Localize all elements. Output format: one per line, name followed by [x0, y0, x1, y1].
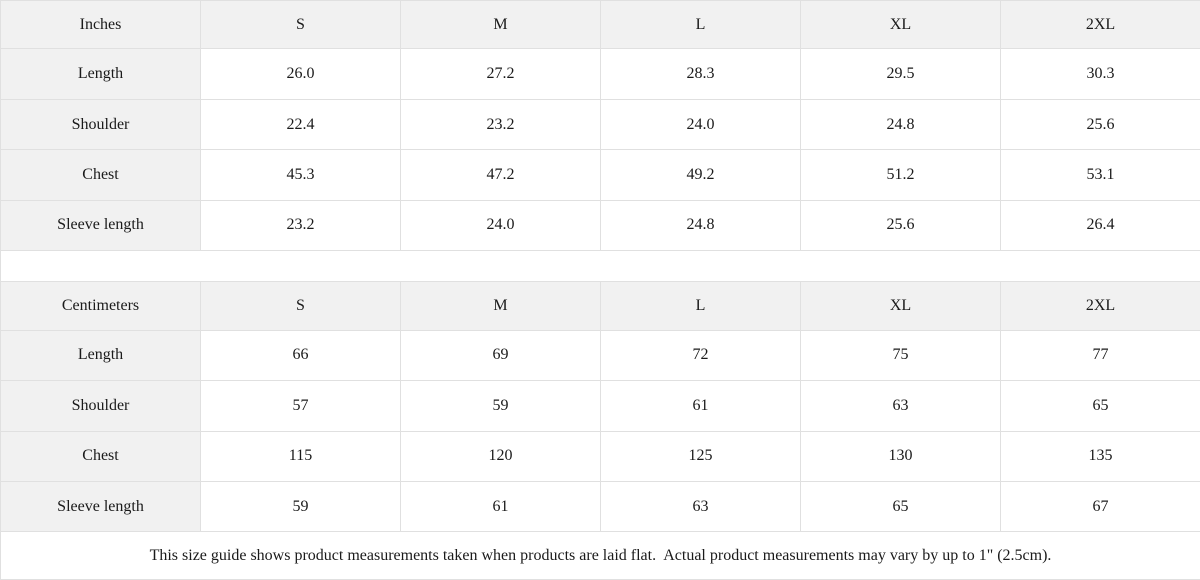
measurement-value-cell: 63	[800, 380, 1001, 432]
spacer-row	[0, 250, 1200, 283]
measurement-value-cell: 30.3	[1000, 48, 1200, 100]
measurement-value-cell: 27.2	[400, 48, 601, 100]
size-header-cell: L	[600, 0, 801, 50]
measurement-label-cell: Chest	[0, 430, 201, 483]
measurement-value-cell: 24.0	[400, 199, 601, 252]
measurement-value-cell: 25.6	[800, 199, 1001, 252]
measurement-value-cell: 49.2	[600, 149, 801, 201]
measurement-value-cell: 69	[400, 329, 601, 382]
measurement-value-cell: 47.2	[400, 149, 601, 201]
measurement-row: Sleeve length 23.2 24.0 24.8 25.6 26.4	[0, 199, 1200, 252]
measurement-row: Chest 115 120 125 130 135	[0, 430, 1200, 483]
measurement-value-cell: 23.2	[400, 98, 601, 151]
measurement-row: Length 66 69 72 75 77	[0, 329, 1200, 382]
footer-note: This size guide shows product measuremen…	[0, 531, 1200, 580]
measurement-value-cell: 61	[600, 380, 801, 432]
measurement-value-cell: 61	[400, 481, 601, 533]
measurement-label-cell: Chest	[0, 149, 201, 201]
size-header-cell: S	[200, 281, 401, 331]
measurement-value-cell: 130	[800, 430, 1001, 483]
measurement-value-cell: 25.6	[1000, 98, 1200, 151]
size-header-row: Centimeters S M L XL 2XL	[0, 281, 1200, 331]
measurement-row: Length 26.0 27.2 28.3 29.5 30.3	[0, 48, 1200, 100]
measurement-value-cell: 51.2	[800, 149, 1001, 201]
measurement-label-cell: Shoulder	[0, 98, 201, 151]
size-header-cell: S	[200, 0, 401, 50]
measurement-value-cell: 125	[600, 430, 801, 483]
measurement-value-cell: 115	[200, 430, 401, 483]
unit-label-cell: Inches	[0, 0, 201, 50]
measurement-value-cell: 24.8	[800, 98, 1001, 151]
measurement-value-cell: 72	[600, 329, 801, 382]
measurement-value-cell: 53.1	[1000, 149, 1200, 201]
measurement-value-cell: 23.2	[200, 199, 401, 252]
measurement-value-cell: 59	[400, 380, 601, 432]
measurement-value-cell: 26.0	[200, 48, 401, 100]
measurement-value-cell: 67	[1000, 481, 1200, 533]
measurement-value-cell: 28.3	[600, 48, 801, 100]
unit-label-cell: Centimeters	[0, 281, 201, 331]
measurement-row: Chest 45.3 47.2 49.2 51.2 53.1	[0, 149, 1200, 201]
size-header-cell: 2XL	[1000, 0, 1200, 50]
measurement-label-cell: Sleeve length	[0, 481, 201, 533]
measurement-value-cell: 77	[1000, 329, 1200, 382]
measurement-value-cell: 26.4	[1000, 199, 1200, 252]
size-header-cell: M	[400, 281, 601, 331]
size-header-cell: M	[400, 0, 601, 50]
measurement-value-cell: 65	[800, 481, 1001, 533]
measurement-value-cell: 65	[1000, 380, 1200, 432]
measurement-value-cell: 135	[1000, 430, 1200, 483]
measurement-label-cell: Length	[0, 329, 201, 382]
size-header-cell: XL	[800, 0, 1001, 50]
measurement-label-cell: Sleeve length	[0, 199, 201, 252]
size-header-cell: 2XL	[1000, 281, 1200, 331]
size-header-cell: XL	[800, 281, 1001, 331]
measurement-value-cell: 24.0	[600, 98, 801, 151]
measurement-value-cell: 63	[600, 481, 801, 533]
measurement-value-cell: 120	[400, 430, 601, 483]
measurement-row: Sleeve length 59 61 63 65 67	[0, 481, 1200, 533]
measurement-value-cell: 22.4	[200, 98, 401, 151]
size-header-row: Inches S M L XL 2XL	[0, 0, 1200, 50]
size-header-cell: L	[600, 281, 801, 331]
measurement-row: Shoulder 22.4 23.2 24.0 24.8 25.6	[0, 98, 1200, 151]
measurement-value-cell: 75	[800, 329, 1001, 382]
measurement-value-cell: 29.5	[800, 48, 1001, 100]
measurement-value-cell: 59	[200, 481, 401, 533]
measurement-label-cell: Shoulder	[0, 380, 201, 432]
measurement-value-cell: 24.8	[600, 199, 801, 252]
measurement-label-cell: Length	[0, 48, 201, 100]
measurement-value-cell: 45.3	[200, 149, 401, 201]
spacer-cell	[0, 250, 1200, 283]
measurement-row: Shoulder 57 59 61 63 65	[0, 380, 1200, 432]
measurement-value-cell: 57	[200, 380, 401, 432]
measurement-value-cell: 66	[200, 329, 401, 382]
footer-note-row: This size guide shows product measuremen…	[0, 531, 1200, 580]
